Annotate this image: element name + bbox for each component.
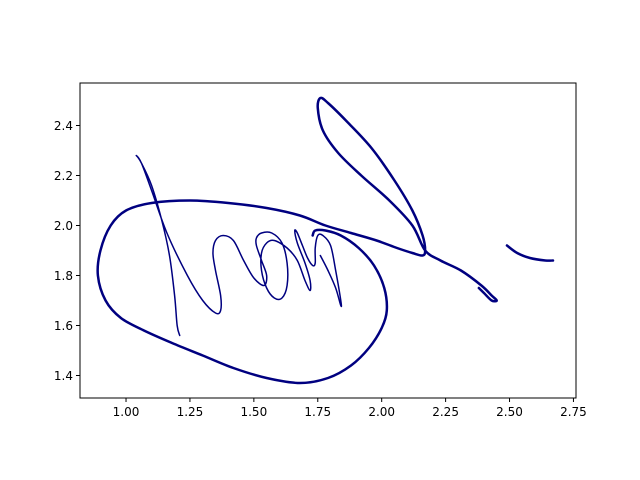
series-group	[96, 96, 555, 385]
x-tick-label-4: 2.00	[368, 405, 395, 419]
y-tick-label-2: 1.8	[54, 269, 73, 283]
x-axis: 1.00 1.25 1.50 1.75 2.00 2.25 2.50 2.75	[113, 398, 587, 419]
x-tick-label-6: 2.50	[496, 405, 523, 419]
x-tick-label-2: 1.50	[240, 405, 267, 419]
x-tick-label-0: 1.00	[113, 405, 140, 419]
y-tick-label-4: 2.2	[54, 169, 73, 183]
plot-frame	[79, 82, 577, 399]
series-line-3	[505, 244, 555, 262]
y-axis: 1.4 1.6 1.8 2.0 2.2 2.4	[54, 119, 80, 383]
series-line-2	[96, 96, 498, 385]
y-tick-label-1: 1.6	[54, 319, 73, 333]
y-tick-label-3: 2.0	[54, 219, 73, 233]
x-tick-label-1: 1.25	[177, 405, 204, 419]
x-tick-label-7: 2.75	[560, 405, 587, 419]
x-tick-label-5: 2.25	[432, 405, 459, 419]
series-line-1	[135, 154, 343, 337]
y-tick-label-0: 1.4	[54, 369, 73, 383]
x-tick-label-3: 1.75	[304, 405, 331, 419]
y-tick-label-5: 2.4	[54, 119, 73, 133]
